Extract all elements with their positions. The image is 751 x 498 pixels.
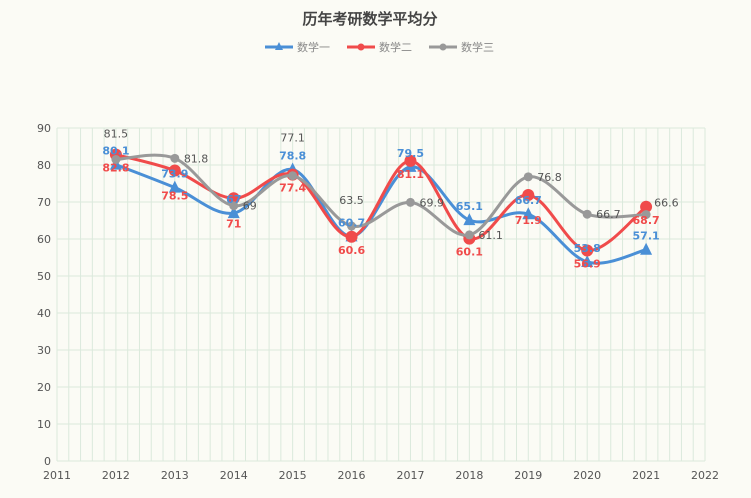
legend-marker: [357, 43, 365, 51]
data-label: 69.9: [419, 196, 444, 209]
data-label: 60.6: [338, 244, 365, 257]
y-tick-label: 30: [37, 344, 51, 357]
x-tick-label: 2014: [220, 469, 248, 482]
data-label: 60.7: [338, 216, 365, 229]
legend-item[interactable]: 数学一: [265, 40, 330, 54]
y-tick-label: 0: [44, 455, 51, 468]
data-point: [168, 180, 181, 193]
legend: 数学一 数学二 数学三: [265, 40, 494, 54]
x-tick-label: 2021: [632, 469, 660, 482]
x-tick-label: 2019: [514, 469, 542, 482]
data-point: [641, 210, 651, 220]
data-label: 69: [243, 200, 257, 213]
data-point: [170, 153, 180, 163]
data-point: [463, 213, 476, 226]
x-tick-label: 2016: [338, 469, 366, 482]
data-label: 66.7: [515, 194, 542, 207]
data-point: [404, 154, 417, 167]
axes: 0 10 20 30 40 50 60 70 80 90 2011 2012 2013 2014 2015 2…: [37, 122, 719, 482]
data-label: 76.8: [537, 171, 562, 184]
data-label: 61.1: [478, 229, 503, 242]
grid: [56, 127, 706, 462]
data-point: [582, 209, 592, 219]
data-point: [227, 192, 240, 205]
legend-item[interactable]: 数学二: [347, 40, 412, 54]
data-label: 60.1: [456, 246, 483, 259]
data-point: [345, 230, 358, 243]
legend-label: 数学二: [379, 40, 412, 54]
series-group: [109, 148, 653, 267]
data-label: 68.7: [633, 214, 660, 227]
data-label: 73.9: [161, 168, 188, 181]
data-label: 78.8: [279, 149, 306, 162]
data-label: 63.5: [339, 194, 364, 207]
data-point: [405, 197, 415, 207]
data-label: 82.8: [102, 162, 129, 175]
chart-title: 历年考研数学平均分: [302, 10, 437, 28]
y-tick-label: 10: [37, 418, 51, 431]
data-point: [581, 254, 594, 267]
data-label: 71.9: [515, 214, 542, 227]
data-point: [640, 200, 653, 213]
data-label: 71: [226, 217, 241, 230]
y-tick-label: 70: [37, 196, 51, 209]
data-label: 65.1: [456, 200, 483, 213]
legend-marker: [439, 43, 447, 51]
data-point: [640, 242, 653, 255]
legend-item[interactable]: 数学三: [429, 40, 494, 54]
data-point: [347, 221, 357, 231]
x-tick-label: 2020: [573, 469, 601, 482]
legend-label: 数学三: [461, 40, 494, 54]
data-point: [227, 206, 240, 219]
data-label: 66.7: [596, 208, 621, 221]
data-label: 78.5: [161, 190, 188, 203]
y-tick-label: 50: [37, 270, 51, 283]
series-2: [109, 148, 653, 257]
x-tick-label: 2013: [161, 469, 189, 482]
series-3: [111, 153, 651, 240]
x-tick-label: 2017: [396, 469, 424, 482]
data-label: 81.5: [104, 127, 129, 140]
y-tick-label: 20: [37, 381, 51, 394]
series-1: [109, 157, 653, 267]
data-label: 81.8: [184, 152, 209, 165]
data-label: 53.8: [574, 242, 601, 255]
data-label: 56.9: [574, 257, 601, 270]
y-tick-label: 90: [37, 122, 51, 135]
data-point: [522, 188, 535, 201]
data-point: [581, 244, 594, 257]
y-tick-label: 40: [37, 307, 51, 320]
x-tick-label: 2012: [102, 469, 130, 482]
data-label: 57.1: [633, 230, 660, 243]
data-label: 77.1: [280, 132, 305, 145]
x-tick-label: 2011: [43, 469, 71, 482]
data-point: [168, 164, 181, 177]
x-tick-label: 2018: [455, 469, 483, 482]
data-point: [229, 201, 239, 211]
y-tick-label: 80: [37, 159, 51, 172]
x-tick-label: 2015: [279, 469, 307, 482]
series-line: [115, 153, 647, 237]
data-point: [288, 171, 298, 181]
data-point: [522, 207, 535, 220]
series-line: [115, 153, 648, 252]
series-line: [115, 163, 647, 265]
legend-label: 数学一: [297, 40, 330, 54]
data-labels: 80.1 73.9 67 78.8 60.7 79.5 65.1 66.7 53.8 57.1 82…: [102, 127, 678, 270]
data-label: 66.6: [654, 197, 679, 210]
data-label: 77.4: [279, 182, 306, 195]
data-label: 80.1: [102, 145, 129, 158]
data-label: 67: [226, 193, 241, 206]
data-label: 81.1: [397, 168, 424, 181]
data-point: [111, 154, 121, 164]
legend-marker: [275, 42, 283, 50]
data-point: [523, 172, 533, 182]
data-point: [464, 230, 474, 240]
data-label: 79.5: [397, 147, 424, 160]
x-tick-label: 2022: [691, 469, 719, 482]
y-tick-label: 60: [37, 233, 51, 246]
